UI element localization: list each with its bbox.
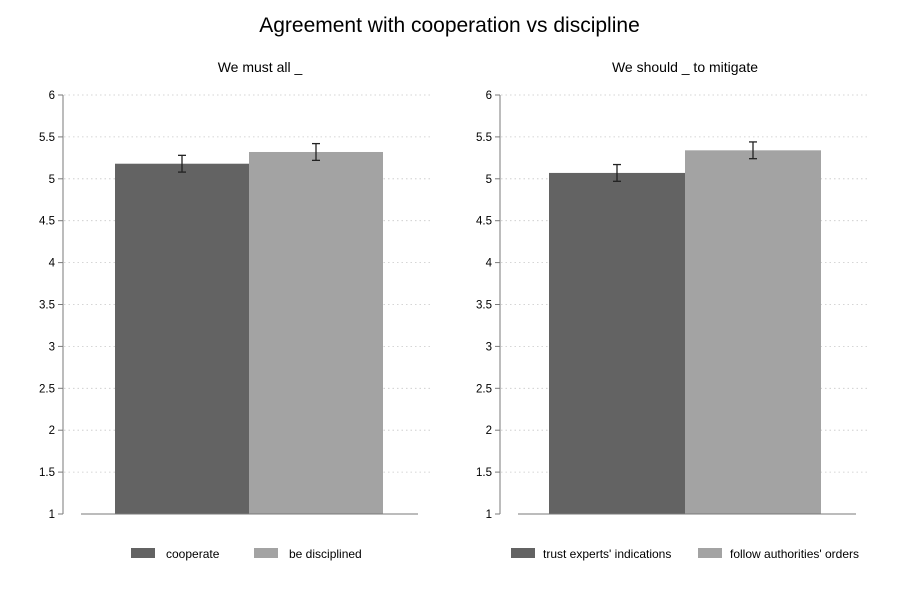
- panel-cooperation: We must all _ 1 1.5 2 2.5 3 3.5 4 4.5 5 5.5 6 cooper…: [39, 59, 432, 561]
- y-tick-label: 1.5: [39, 467, 55, 479]
- y-tick-label: 3.5: [476, 300, 492, 312]
- panel-title-mitigation: We should _ to mitigate: [612, 59, 758, 75]
- legend-swatch: [254, 548, 278, 558]
- y-tick-label: 5: [49, 174, 55, 186]
- y-tick-label: 1.5: [476, 467, 492, 479]
- y-tick-label: 1: [49, 509, 55, 521]
- y-tick-label: 4.5: [476, 216, 492, 228]
- legend-swatch: [131, 548, 155, 558]
- legend-label: be disciplined: [289, 547, 362, 561]
- figure-title: Agreement with cooperation vs discipline: [259, 14, 640, 37]
- y-tick-label: 3: [486, 341, 492, 353]
- y-tick-label: 2: [49, 425, 55, 437]
- y-tick-label: 3: [49, 341, 55, 353]
- y-tick-label: 3.5: [39, 300, 55, 312]
- bar-be-disciplined: [249, 151, 383, 514]
- y-tick-label: 6: [486, 90, 492, 102]
- error-bar: [178, 154, 186, 173]
- bar-cooperate: [115, 163, 249, 514]
- error-bar: [312, 142, 320, 162]
- bar-trust-experts-indications: [549, 172, 685, 514]
- error-bar: [749, 141, 757, 160]
- y-tick-label: 5: [486, 174, 492, 186]
- y-tick-label: 4: [49, 258, 56, 270]
- panel-mitigation: We should _ to mitigate 1 1.5 2 2.5 3 3.5 4 4.5 5…: [476, 59, 870, 561]
- y-tick-label: 6: [49, 90, 55, 102]
- legend: trust experts' indications follow authori…: [511, 547, 859, 561]
- y-tick-label: 4.5: [39, 216, 55, 228]
- bar-follow-authorities-orders: [685, 150, 821, 515]
- legend-swatch: [511, 548, 535, 558]
- y-tick-label: 2.5: [39, 383, 55, 395]
- y-tick-label: 5.5: [39, 132, 55, 144]
- y-tick-label: 5.5: [476, 132, 492, 144]
- legend-label: trust experts' indications: [543, 547, 671, 561]
- y-tick-label: 1: [486, 509, 492, 521]
- panel-title-cooperation: We must all _: [218, 59, 303, 75]
- legend-label: cooperate: [166, 547, 220, 561]
- error-bar: [613, 163, 621, 182]
- legend: cooperate be disciplined: [131, 547, 362, 561]
- legend-swatch: [698, 548, 722, 558]
- y-tick-label: 2.5: [476, 383, 492, 395]
- y-tick-label: 4: [486, 258, 493, 270]
- y-tick-label: 2: [486, 425, 492, 437]
- legend-label: follow authorities' orders: [730, 547, 859, 561]
